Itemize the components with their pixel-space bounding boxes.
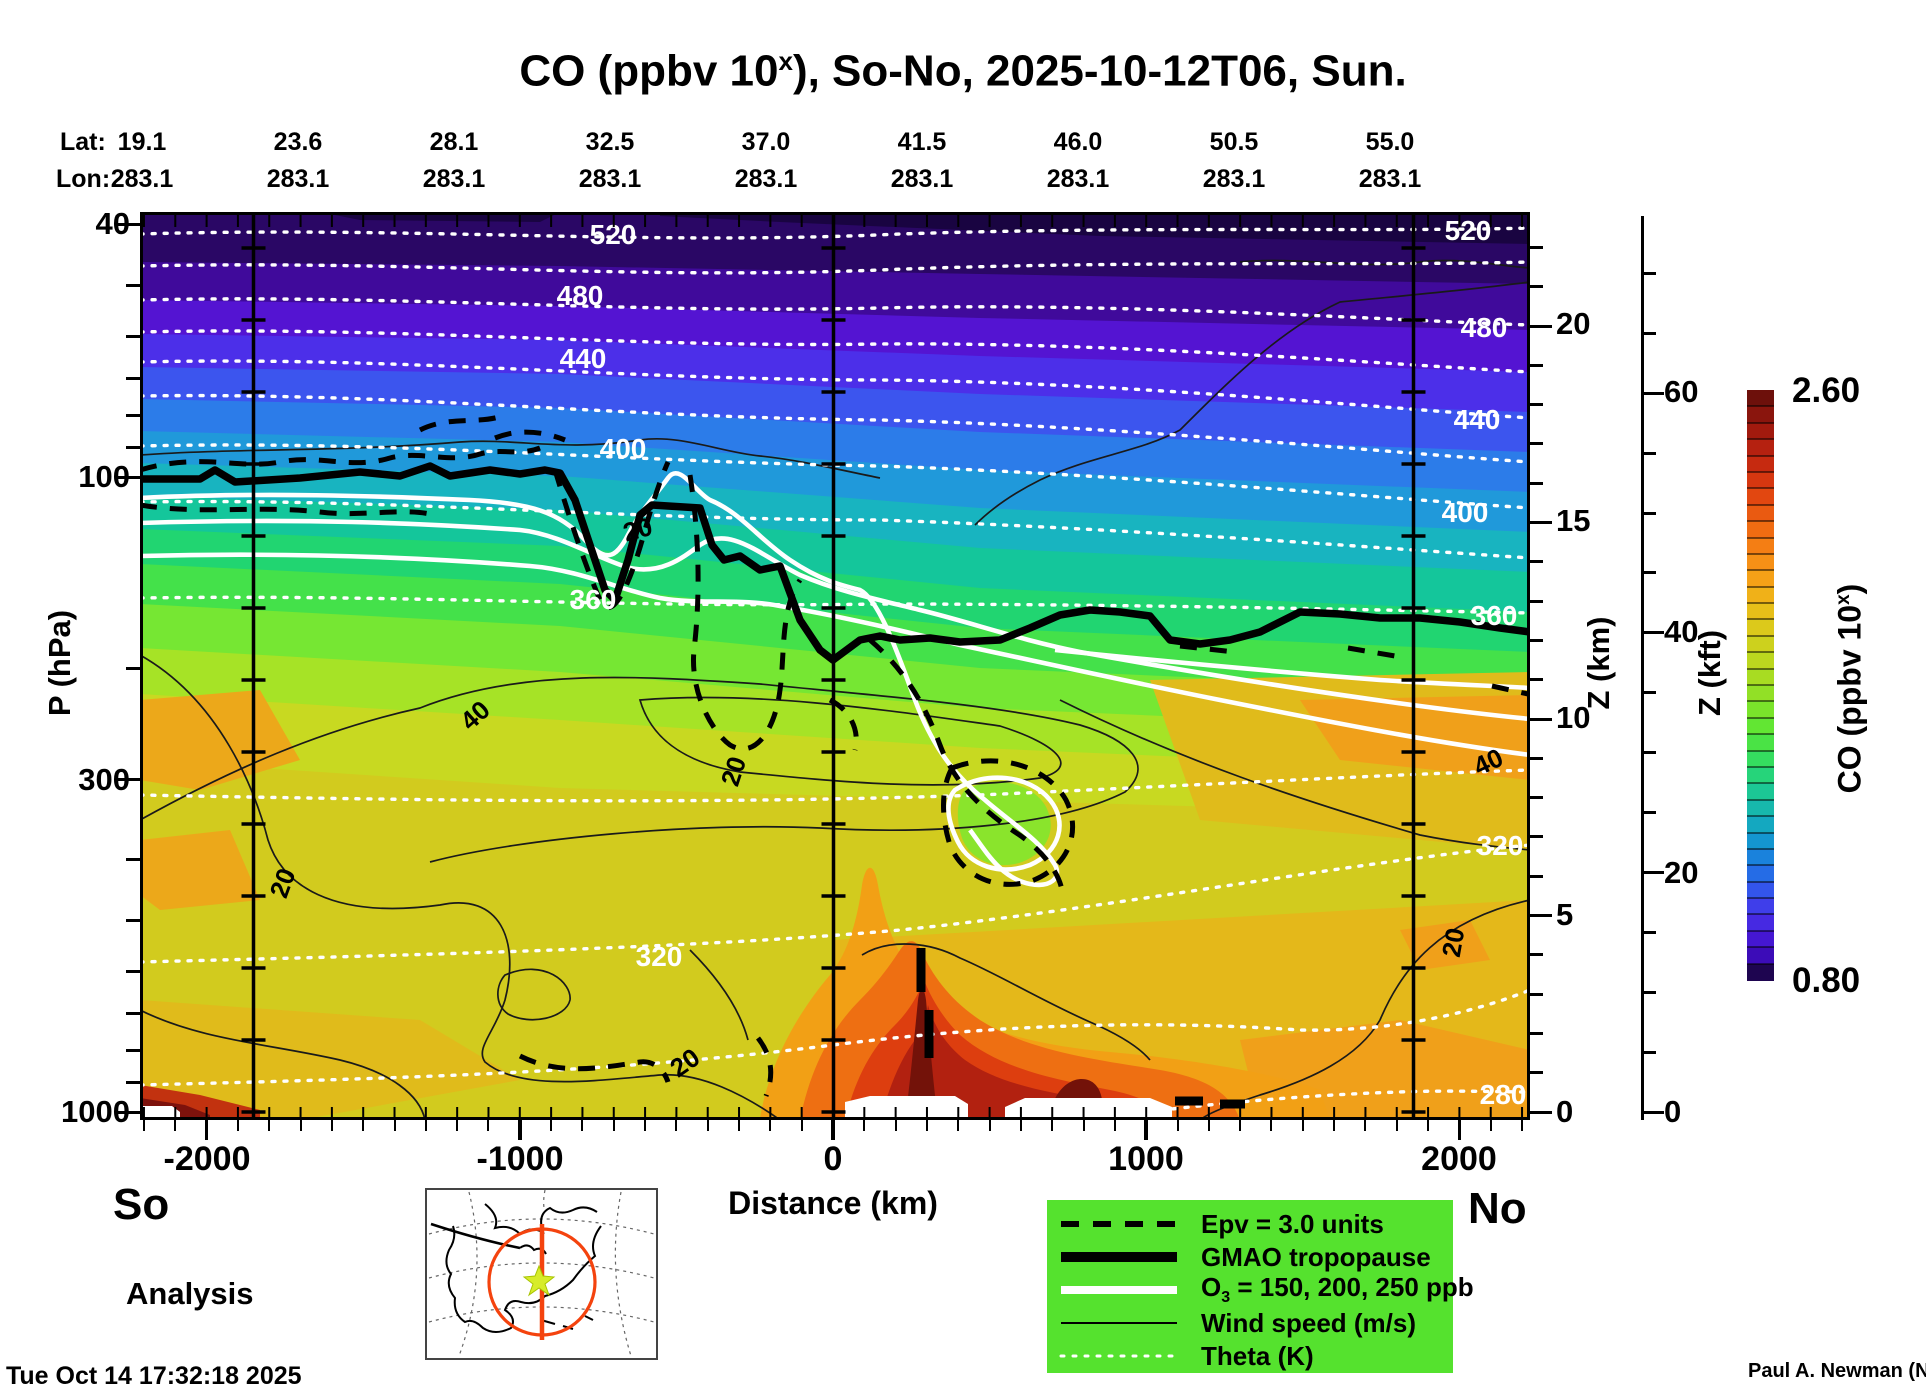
lon-value: 283.1 — [1358, 165, 1422, 193]
pressure-tick-label: 1000 — [61, 1094, 130, 1129]
map-inset — [425, 1188, 658, 1360]
lat-value: 23.6 — [273, 128, 323, 156]
svg-text:320: 320 — [1477, 830, 1524, 861]
colorbar — [1747, 390, 1774, 981]
svg-text:480: 480 — [1461, 312, 1508, 343]
lon-value: 283.1 — [890, 165, 954, 193]
epv-line-sample-icon — [1061, 1221, 1177, 1227]
map-center-star-icon — [522, 1264, 556, 1297]
lat-value: 50.5 — [1209, 128, 1259, 156]
zkft-axis-line — [1641, 216, 1644, 1120]
terrain-mask — [140, 1096, 1172, 1120]
zkm-tick-label: 5 — [1556, 897, 1574, 932]
zkft-tick-label: 40 — [1664, 614, 1699, 649]
colorbar-title: CO (ppbv 10x) — [1831, 583, 1868, 794]
zkft-tick-label: 60 — [1664, 374, 1699, 409]
station-lines — [241, 212, 1426, 1120]
pressure-tick-label: 100 — [78, 459, 130, 494]
svg-text:440: 440 — [1454, 404, 1501, 435]
x-axis-title: Distance (km) — [728, 1185, 938, 1221]
map-great-circle-arc — [430, 1222, 521, 1250]
wind-contour-labels: 20 40 20 20 40 20 20 — [264, 511, 1508, 1083]
zkm-tick-label: 20 — [1556, 306, 1591, 341]
lat-value: 37.0 — [741, 128, 791, 156]
theta-line-sample-icon — [1059, 1354, 1179, 1358]
timestamp: Tue Oct 14 17:32:18 2025 — [6, 1362, 302, 1390]
lat-value: 55.0 — [1365, 128, 1415, 156]
lat-value: 41.5 — [897, 128, 947, 156]
tropopause-line — [140, 462, 1530, 1109]
svg-text:20: 20 — [1436, 926, 1471, 960]
zkm-tick-label: 10 — [1556, 700, 1591, 735]
lon-value: 283.1 — [266, 165, 330, 193]
colorbar-min-label: 0.80 — [1792, 961, 1861, 1000]
zkm-tick-label: 15 — [1556, 503, 1591, 538]
svg-text:360: 360 — [1471, 600, 1518, 631]
epv-plume-bars — [916, 948, 934, 1058]
lon-value: 283.1 — [1202, 165, 1266, 193]
pressure-tick-label: 40 — [95, 206, 130, 241]
legend-item-theta: Theta (K) — [1059, 1341, 1314, 1371]
x-tick-label: 2000 — [1421, 1140, 1497, 1178]
zkm-tick-label: 0 — [1556, 1094, 1574, 1129]
lon-value: 283.1 — [1046, 165, 1110, 193]
legend-item-epv: Epv = 3.0 units — [1059, 1209, 1384, 1239]
legend-item-tropopause: GMAO tropopause — [1059, 1242, 1431, 1272]
svg-text:520: 520 — [1445, 215, 1492, 246]
x-tick-label: -1000 — [476, 1140, 564, 1178]
analysis-label: Analysis — [126, 1276, 254, 1311]
theta-contour-labels: 520 480 440 400 360 320 520 480 440 400 … — [557, 215, 1527, 1110]
credit: Paul A. Newman (NASA — [1748, 1360, 1926, 1382]
lat-value: 19.1 — [117, 128, 167, 156]
endpoint-label-south: So — [113, 1180, 170, 1229]
co-cross-section-plot: 520 480 440 400 360 320 520 480 440 400 … — [140, 212, 1530, 1120]
lon-value: 283.1 — [110, 165, 174, 193]
svg-text:320: 320 — [636, 941, 683, 972]
pressure-tick-label: 300 — [78, 762, 130, 797]
x-tick-label: -2000 — [163, 1140, 251, 1178]
theta-contours — [140, 226, 1530, 1120]
lat-value: 32.5 — [585, 128, 635, 156]
svg-text:360: 360 — [570, 584, 617, 615]
o3-line-sample-icon — [1061, 1286, 1177, 1294]
svg-text:480: 480 — [557, 280, 604, 311]
lat-value: 46.0 — [1053, 128, 1103, 156]
svg-text:440: 440 — [560, 343, 607, 374]
lon-value: 283.1 — [578, 165, 642, 193]
page-title: CO (ppbv 10x), So-No, 2025-10-12T06, Sun… — [519, 46, 1407, 96]
legend-item-wind: Wind speed (m/s) — [1059, 1308, 1416, 1338]
zkm-axis-title: Z (km) — [1581, 616, 1616, 710]
legend: Epv = 3.0 units GMAO tropopause O3 = 150… — [1047, 1200, 1474, 1373]
lon-value: 283.1 — [734, 165, 798, 193]
lat-value: 28.1 — [429, 128, 479, 156]
wind-line-sample-icon — [1061, 1322, 1177, 1324]
endpoint-label-north: No — [1468, 1184, 1527, 1233]
plot-frame — [140, 212, 1530, 1120]
svg-text:280: 280 — [1480, 1079, 1527, 1110]
lon-row-label: Lon: — [56, 165, 111, 193]
zkft-tick-label: 20 — [1664, 855, 1699, 890]
svg-text:400: 400 — [1442, 497, 1489, 528]
tropopause-line-sample-icon — [1061, 1252, 1177, 1262]
svg-text:400: 400 — [600, 433, 647, 464]
legend-item-o3: O3 = 150, 200, 250 ppb — [1059, 1272, 1474, 1307]
x-tick-label: 0 — [823, 1140, 843, 1178]
x-tick-label: 1000 — [1108, 1140, 1184, 1178]
pressure-axis-title: P (hPa) — [42, 609, 77, 717]
colorbar-max-label: 2.60 — [1792, 371, 1861, 410]
plot-inside-ticks — [142, 214, 1524, 1118]
zkft-tick-label: 0 — [1664, 1094, 1682, 1129]
lat-row-label: Lat: — [60, 128, 106, 156]
zkft-axis-title: Z (kft) — [1692, 629, 1727, 717]
lon-value: 283.1 — [422, 165, 486, 193]
